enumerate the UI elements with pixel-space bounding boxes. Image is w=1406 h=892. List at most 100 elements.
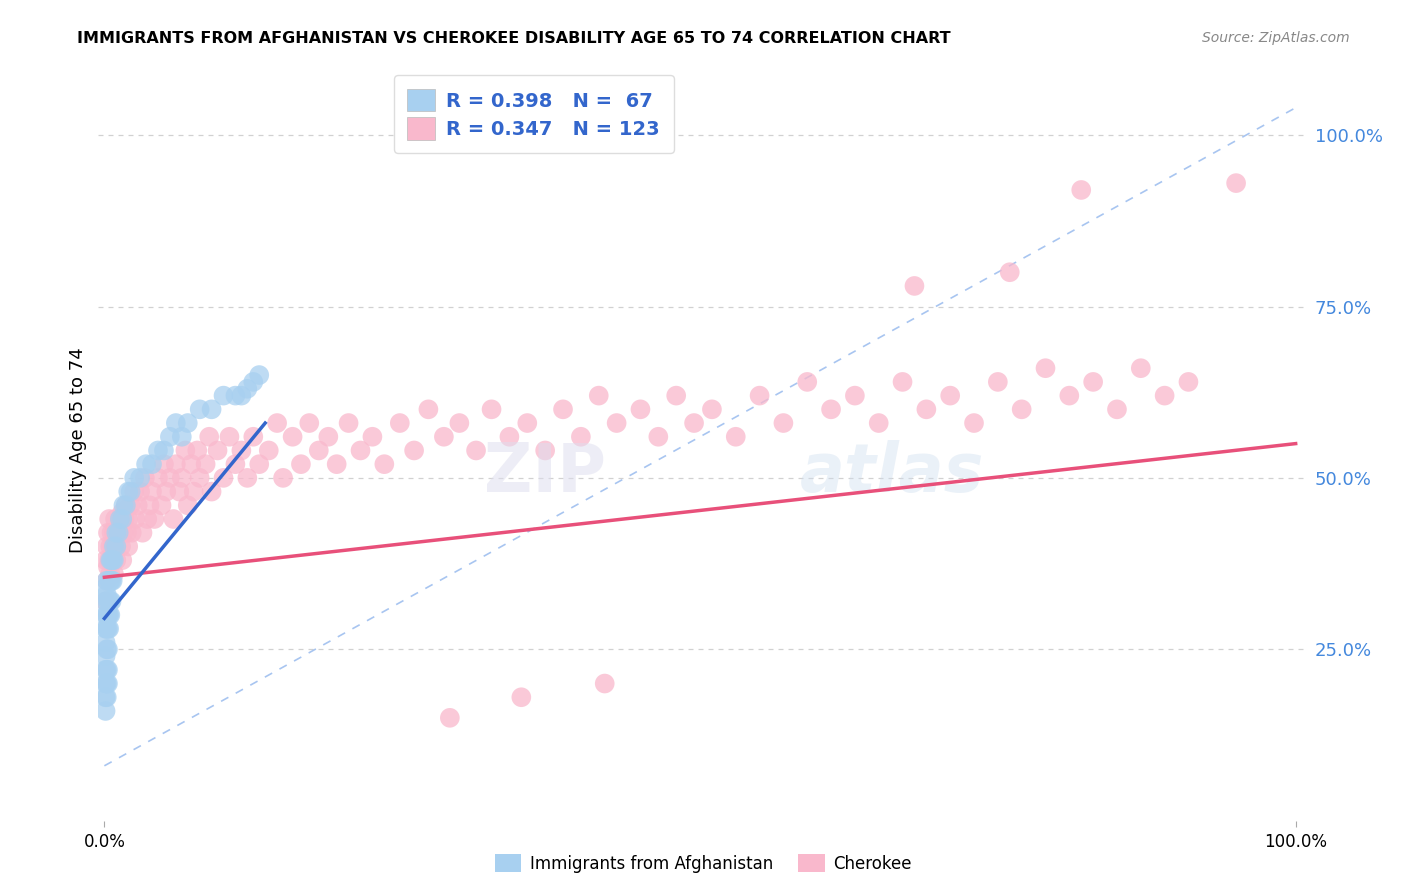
Point [98, 566, 121, 581]
Point [94, 704, 117, 718]
Point [257, 443, 280, 458]
Point [174, 443, 197, 458]
Point [100, 574, 122, 588]
Point [98, 622, 121, 636]
Point [281, 430, 304, 444]
Point [1011, 402, 1033, 417]
Point [700, 402, 723, 417]
Point [891, 375, 914, 389]
Point [138, 498, 160, 512]
Point [153, 443, 176, 458]
Point [373, 457, 395, 471]
Point [98, 607, 121, 622]
Point [96, 540, 118, 554]
Legend: Immigrants from Afghanistan, Cherokee: Immigrants from Afghanistan, Cherokee [488, 847, 918, 880]
Point [100, 553, 122, 567]
Point [551, 402, 574, 417]
Point [97, 676, 120, 690]
Point [683, 416, 706, 430]
Point [724, 430, 747, 444]
Point [465, 443, 488, 458]
Point [103, 553, 125, 567]
Point [100, 594, 122, 608]
Point [481, 402, 503, 417]
Point [96, 663, 118, 677]
Point [112, 498, 135, 512]
Point [108, 512, 131, 526]
Point [772, 416, 794, 430]
Point [136, 512, 159, 526]
Point [231, 389, 253, 403]
Point [449, 416, 471, 430]
Point [150, 498, 173, 512]
Point [98, 553, 121, 567]
Point [194, 457, 217, 471]
Point [94, 622, 117, 636]
Point [1129, 361, 1152, 376]
Point [1059, 389, 1081, 403]
Point [593, 676, 616, 690]
Point [998, 265, 1021, 279]
Point [98, 574, 121, 588]
Point [105, 540, 128, 554]
Point [1070, 183, 1092, 197]
Point [101, 540, 124, 554]
Point [97, 607, 120, 622]
Point [177, 498, 200, 512]
Point [963, 416, 986, 430]
Point [247, 368, 270, 382]
Point [218, 430, 240, 444]
Text: Source: ZipAtlas.com: Source: ZipAtlas.com [1202, 31, 1350, 45]
Point [1153, 389, 1175, 403]
Point [122, 484, 145, 499]
Point [146, 443, 169, 458]
Point [97, 663, 120, 677]
Point [569, 430, 592, 444]
Legend: R = 0.398   N =  67, R = 0.347   N = 123: R = 0.398 N = 67, R = 0.347 N = 123 [394, 75, 673, 153]
Point [153, 457, 176, 471]
Point [127, 498, 149, 512]
Point [903, 279, 925, 293]
Point [1035, 361, 1057, 376]
Point [94, 690, 117, 705]
Point [439, 711, 461, 725]
Point [111, 505, 134, 519]
Point [96, 690, 118, 705]
Point [298, 416, 321, 430]
Point [129, 484, 152, 499]
Point [105, 525, 128, 540]
Point [236, 382, 259, 396]
Point [96, 574, 118, 588]
Point [165, 457, 187, 471]
Point [104, 512, 127, 526]
Point [159, 430, 181, 444]
Point [96, 587, 118, 601]
Point [242, 375, 264, 389]
Point [155, 484, 177, 499]
Point [141, 457, 163, 471]
Point [94, 553, 117, 567]
Point [169, 484, 191, 499]
Point [1081, 375, 1104, 389]
Point [97, 525, 120, 540]
Point [510, 690, 533, 705]
Point [115, 525, 138, 540]
Point [236, 471, 259, 485]
Point [94, 581, 117, 595]
Point [1177, 375, 1199, 389]
Point [105, 553, 128, 567]
Point [308, 443, 330, 458]
Point [96, 607, 118, 622]
Point [987, 375, 1010, 389]
Point [207, 443, 229, 458]
Point [170, 471, 193, 485]
Point [337, 416, 360, 430]
Point [588, 389, 610, 403]
Point [94, 594, 117, 608]
Point [247, 457, 270, 471]
Point [134, 471, 156, 485]
Point [177, 416, 200, 430]
Point [141, 484, 163, 499]
Point [844, 389, 866, 403]
Text: atlas: atlas [800, 440, 984, 506]
